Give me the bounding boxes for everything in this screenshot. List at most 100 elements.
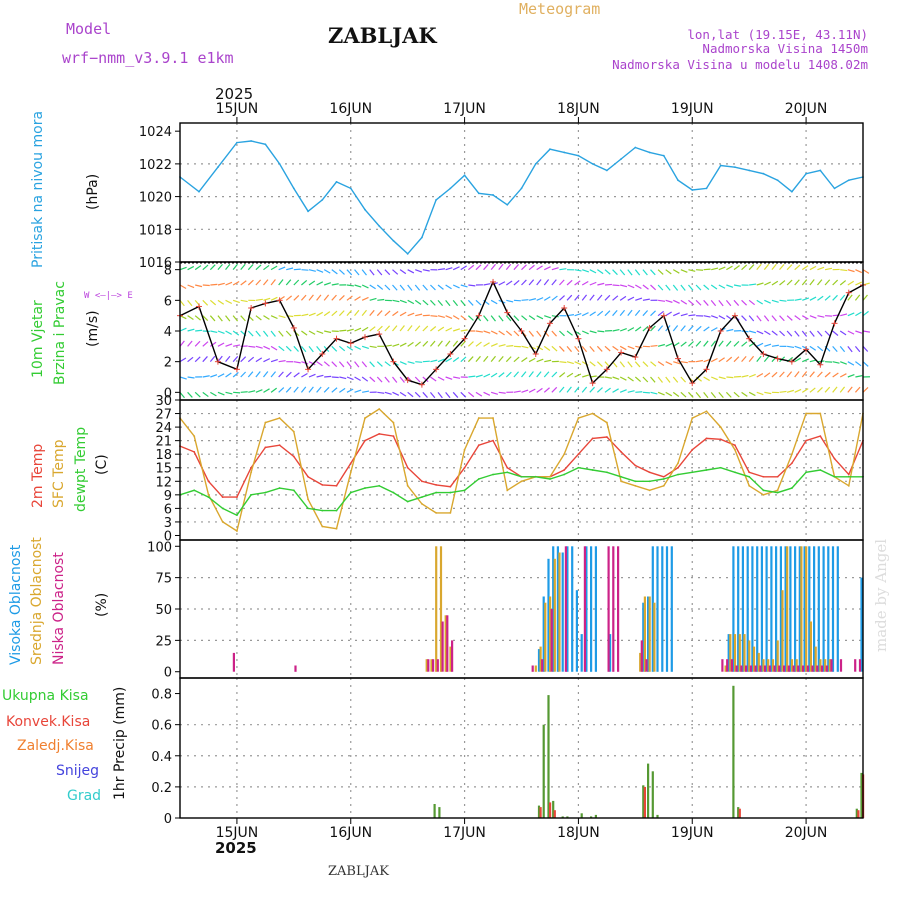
temperature-point-0 bbox=[762, 475, 765, 478]
cloud-bar-1 bbox=[795, 659, 798, 672]
temperature-point-0 bbox=[563, 469, 566, 471]
cloud-bar-0 bbox=[831, 546, 835, 672]
wind-barb bbox=[437, 315, 445, 319]
wind-barb bbox=[255, 389, 263, 393]
temperature-point-1 bbox=[776, 489, 779, 492]
wind-barb bbox=[407, 391, 414, 398]
wind-barb bbox=[270, 371, 277, 378]
cloud-bar-1 bbox=[752, 646, 756, 672]
wind-unit: (m/s) bbox=[85, 310, 101, 347]
wind-barb bbox=[407, 269, 415, 274]
temperature-ytick-label: 18 bbox=[155, 448, 172, 463]
cloud-bar-2 bbox=[294, 665, 297, 672]
wind-barb bbox=[452, 315, 460, 320]
temperature-point-0 bbox=[591, 437, 594, 440]
cloud-bar-0 bbox=[571, 546, 574, 672]
wind-barb bbox=[771, 315, 777, 322]
cloud-bar-0 bbox=[556, 546, 559, 672]
wind-barb bbox=[217, 263, 223, 271]
cloud-bar-1 bbox=[748, 640, 751, 672]
wind-barb bbox=[612, 295, 619, 301]
pressure-point-0 bbox=[691, 189, 694, 191]
wind-barb bbox=[399, 269, 407, 275]
wind-barb bbox=[392, 311, 399, 317]
wind-barb bbox=[824, 330, 831, 337]
temperature-point-1 bbox=[805, 412, 807, 415]
temperature-point-1 bbox=[691, 417, 694, 419]
temperature-point-0 bbox=[364, 439, 366, 442]
wind-barb bbox=[574, 373, 582, 378]
wind-barb bbox=[817, 279, 823, 286]
pressure-point-0 bbox=[406, 252, 409, 255]
wind-barb bbox=[430, 376, 437, 382]
temperature-point-0 bbox=[236, 496, 238, 498]
wind-barb bbox=[437, 376, 445, 381]
wind-barb bbox=[650, 344, 658, 347]
wind-barb bbox=[240, 356, 247, 363]
temperature-point-0 bbox=[207, 480, 210, 483]
wind-barb bbox=[506, 345, 514, 347]
temperature-point-0 bbox=[264, 446, 267, 449]
temperature-line-1 bbox=[179, 408, 864, 533]
wind-barb bbox=[809, 296, 817, 301]
wind-barb bbox=[255, 371, 261, 378]
wind-barb bbox=[627, 269, 633, 276]
wind-barb bbox=[847, 374, 855, 378]
wind-barb bbox=[756, 342, 764, 347]
temperature-point-0 bbox=[847, 473, 850, 476]
wind-barb bbox=[665, 299, 673, 303]
wind-barb bbox=[194, 315, 201, 321]
precip-label-convective: Konvek.Kisa bbox=[6, 714, 90, 730]
temperature-point-2 bbox=[420, 496, 423, 498]
pressure-point-0 bbox=[307, 210, 309, 213]
wind-barb bbox=[703, 391, 709, 399]
wind-barb bbox=[346, 309, 352, 317]
pressure-ylabel: Pritisak na nivou mora bbox=[30, 111, 46, 268]
temperature-point-1 bbox=[278, 417, 281, 419]
wind-barb bbox=[430, 299, 436, 306]
wind-barb bbox=[543, 279, 550, 286]
wind-barb bbox=[809, 345, 817, 351]
wind-barb bbox=[574, 312, 582, 317]
wind-barb bbox=[596, 361, 603, 367]
cloud-bar-0 bbox=[794, 546, 797, 672]
temperature-point-0 bbox=[193, 451, 196, 453]
wind-barb bbox=[468, 284, 476, 287]
wind-compass: W <–|–> E bbox=[84, 291, 133, 301]
cloud-bar-0 bbox=[665, 546, 669, 672]
wind-barb bbox=[536, 330, 542, 337]
precip-bar-1 bbox=[738, 808, 741, 818]
wind-barb bbox=[452, 266, 460, 271]
wind-barb bbox=[414, 299, 422, 305]
temperature-point-1 bbox=[506, 489, 509, 492]
precip-bar-0 bbox=[656, 814, 659, 818]
cloud-bar-0 bbox=[784, 546, 787, 672]
wind-barb bbox=[862, 310, 869, 317]
wind-barb bbox=[794, 315, 801, 321]
wind-barb bbox=[536, 387, 543, 393]
wind-barb bbox=[407, 284, 413, 291]
wind-barb bbox=[862, 294, 868, 301]
wind-barb bbox=[361, 376, 369, 382]
wind-barb bbox=[809, 279, 815, 286]
wind-barb bbox=[665, 269, 672, 275]
wind-barb bbox=[255, 264, 262, 271]
wind-barb bbox=[346, 284, 354, 287]
wind-barb bbox=[225, 355, 231, 363]
wind-ytick-label: 8 bbox=[164, 264, 172, 279]
cloud-bar-2 bbox=[645, 659, 648, 672]
wind-barb bbox=[710, 340, 717, 347]
precip-bar-0 bbox=[737, 807, 740, 818]
wind-barb bbox=[452, 357, 460, 363]
wind-barb bbox=[589, 386, 595, 393]
wind-barb bbox=[566, 372, 574, 378]
wind-barb bbox=[718, 391, 724, 399]
wind-barb bbox=[589, 345, 595, 353]
wind-barb bbox=[429, 340, 436, 347]
cloud-bar-0 bbox=[732, 546, 735, 672]
wind-barb bbox=[521, 299, 529, 301]
wind-barb bbox=[407, 325, 413, 332]
wind-barb bbox=[551, 315, 559, 318]
wind-barb bbox=[460, 391, 467, 398]
